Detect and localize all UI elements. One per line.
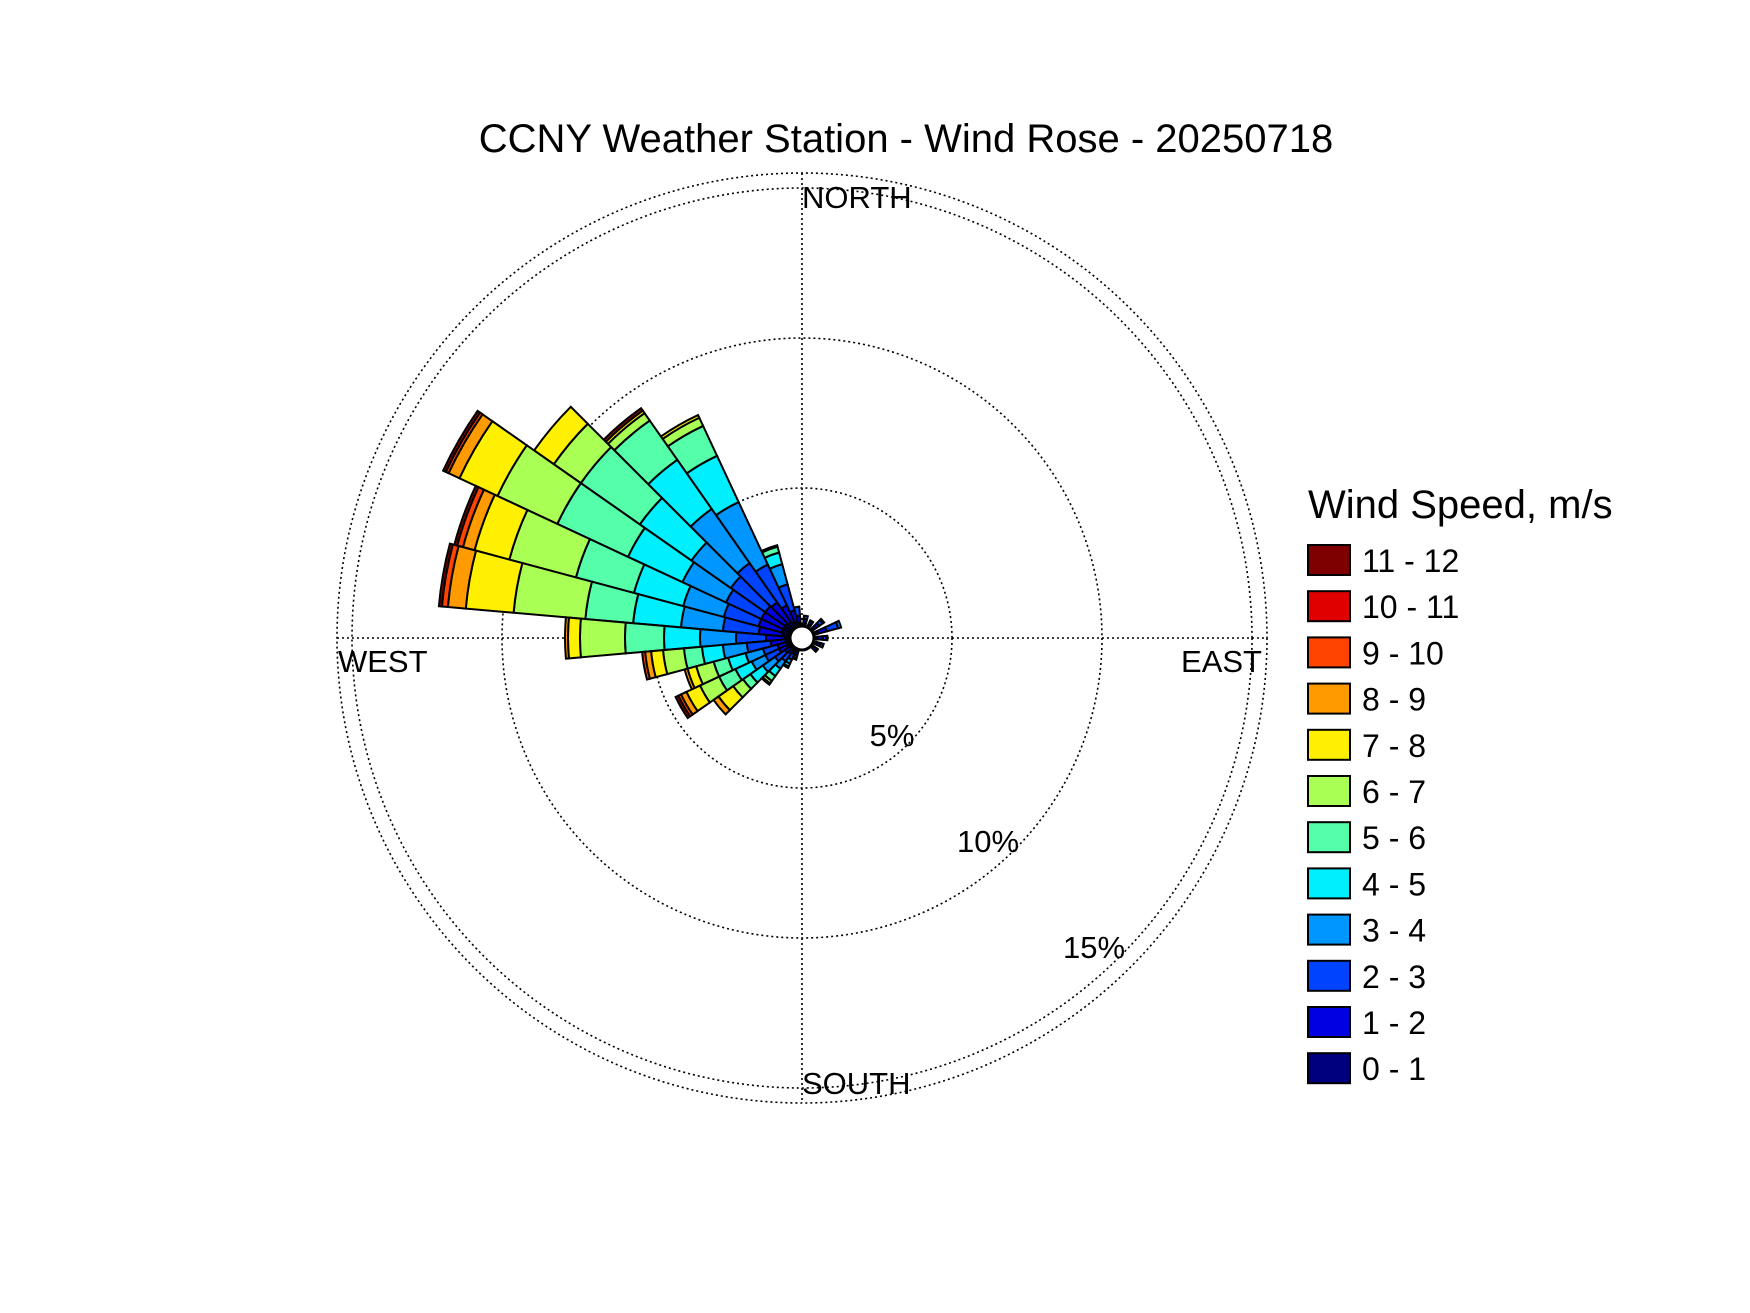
legend-swatch-3: [1307, 682, 1351, 715]
wedge-230-bin-8: [712, 695, 732, 716]
wedge-240-bin-11: [674, 694, 692, 720]
legend-swatch-6: [1307, 821, 1351, 854]
wedge-50-bin-3: [818, 617, 826, 625]
wedge-280-bin-11: [437, 542, 455, 608]
legend-label-6: 5 - 6: [1362, 820, 1426, 856]
legend-label-10: 1 - 2: [1362, 1005, 1426, 1041]
legend: Wind Speed, m/s 11 - 12 10 - 11 9 - 10 8 - …: [1307, 483, 1613, 1087]
legend-items: 11 - 12 10 - 11 9 - 10 8 - 9 7 - 8 6 - 7 5 - 6…: [1307, 543, 1459, 1087]
wedge-290-bin-11: [453, 484, 480, 547]
wedge-270-bin-8: [563, 616, 570, 660]
legend-label-8: 3 - 4: [1362, 913, 1426, 949]
wedge-300-bin-11: [441, 409, 482, 474]
legend-swatch-8: [1307, 913, 1351, 946]
wedge-270-bin-6: [578, 617, 627, 659]
legend-swatch-2: [1307, 636, 1351, 669]
legend-label-3: 8 - 9: [1362, 682, 1426, 718]
wedge-260-bin-9: [641, 650, 652, 681]
wedge-330-bin-7: [659, 413, 701, 441]
wind-sectors: [437, 405, 843, 720]
legend-label-4: 7 - 8: [1362, 728, 1426, 764]
wedge-310-bin-7: [532, 405, 590, 466]
wedge-90-bin-3: [824, 634, 829, 642]
wedge-340-bin-6: [760, 544, 779, 554]
legend-label-5: 6 - 7: [1362, 774, 1426, 810]
wedge-30-bin-2: [808, 618, 815, 625]
wedge-200-bin-3: [791, 655, 798, 661]
wedge-210-bin-5: [781, 662, 791, 670]
wedge-270-bin-7: [567, 616, 582, 660]
compass-east: EAST: [1181, 644, 1262, 679]
ring-label-10: 10%: [957, 824, 1019, 859]
legend-label-2: 9 - 10: [1362, 635, 1444, 671]
legend-swatch-4: [1307, 728, 1351, 761]
legend-label-1: 10 - 11: [1362, 589, 1459, 625]
wedge-10-bin-2: [802, 614, 810, 621]
legend-label-7: 4 - 5: [1362, 866, 1426, 902]
ring-label-15: 15%: [1063, 930, 1125, 965]
compass-north: NORTH: [802, 180, 912, 215]
compass-south: SOUTH: [802, 1066, 911, 1101]
wedge-220-bin-7: [760, 675, 772, 687]
legend-label-9: 2 - 3: [1362, 959, 1426, 995]
compass-west: WEST: [338, 644, 428, 679]
wedge-110-bin-2: [818, 641, 825, 649]
wedge-70-bin-3: [834, 619, 843, 630]
legend-swatch-7: [1307, 867, 1351, 900]
wedge-320-bin-11: [602, 406, 645, 444]
legend-label-11: 0 - 1: [1362, 1051, 1426, 1087]
polar-grid: [336, 172, 1268, 1104]
legend-swatch-9: [1307, 959, 1351, 992]
wedge-250-bin-8: [683, 667, 696, 691]
legend-label-0: 11 - 12: [1362, 543, 1459, 579]
chart-title: CCNY Weather Station - Wind Rose - 20250…: [479, 117, 1334, 161]
legend-title: Wind Speed, m/s: [1308, 483, 1613, 527]
wedge-130-bin-2: [813, 646, 820, 654]
calm-center: [788, 624, 816, 652]
legend-swatch-11: [1307, 1052, 1351, 1085]
legend-swatch-10: [1307, 1006, 1351, 1038]
ring-label-5: 5%: [870, 718, 915, 753]
legend-swatch-0: [1307, 544, 1351, 576]
legend-swatch-5: [1307, 775, 1351, 807]
legend-swatch-1: [1307, 590, 1351, 623]
wedge-270-bin-5: [623, 621, 666, 655]
